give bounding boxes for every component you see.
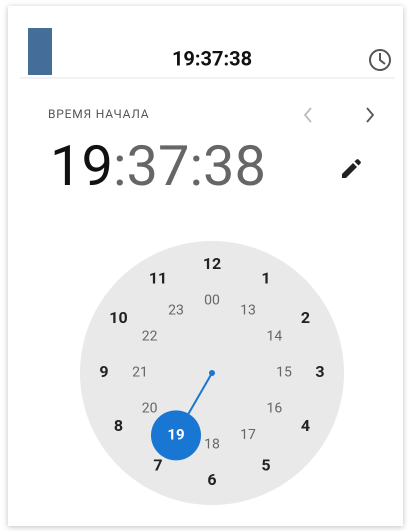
hour-outer[interactable]: 7 <box>153 456 162 475</box>
hour-inner[interactable]: 14 <box>266 329 282 345</box>
selected-hour-bg <box>151 410 201 461</box>
color-block <box>28 28 52 75</box>
hour-outer[interactable]: 1 <box>261 269 270 288</box>
header-time: 19:37:38 <box>172 46 252 70</box>
big-time-hours: 19 <box>50 133 113 199</box>
hour-outer[interactable]: 6 <box>207 470 216 489</box>
clock-icon[interactable] <box>369 49 391 71</box>
hour-inner[interactable]: 23 <box>168 302 184 318</box>
edit-icon[interactable] <box>342 159 361 178</box>
hour-inner[interactable]: 17 <box>240 427 256 443</box>
picker-label: ВРЕМЯ НАЧАЛА <box>48 107 149 121</box>
hour-outer[interactable]: 4 <box>301 416 310 435</box>
next-arrow[interactable] <box>366 107 375 123</box>
hour-outer[interactable]: 3 <box>315 362 324 381</box>
hour-inner[interactable]: 22 <box>142 329 158 345</box>
hour-inner[interactable]: 18 <box>204 437 220 453</box>
clock-center <box>209 370 215 376</box>
hour-outer[interactable]: 11 <box>149 269 167 288</box>
hour-outer[interactable]: 8 <box>114 416 123 435</box>
hour-inner[interactable]: 19 <box>167 425 184 443</box>
hour-outer[interactable]: 2 <box>301 308 310 327</box>
hour-inner[interactable]: 16 <box>266 401 282 417</box>
prev-arrow[interactable] <box>303 107 312 123</box>
hour-inner[interactable]: 13 <box>240 302 256 318</box>
hour-outer[interactable]: 5 <box>261 456 270 475</box>
hour-inner[interactable]: 00 <box>204 293 220 309</box>
hour-outer[interactable]: 10 <box>109 308 127 327</box>
hour-outer[interactable]: 12 <box>203 254 221 273</box>
big-time: 19:37:38 <box>50 133 266 199</box>
big-time-rest: :37:38 <box>113 133 266 199</box>
hour-outer[interactable]: 9 <box>99 362 108 381</box>
hour-inner[interactable]: 15 <box>276 365 292 381</box>
hour-inner[interactable]: 20 <box>142 401 158 417</box>
hour-inner[interactable]: 21 <box>132 365 148 381</box>
